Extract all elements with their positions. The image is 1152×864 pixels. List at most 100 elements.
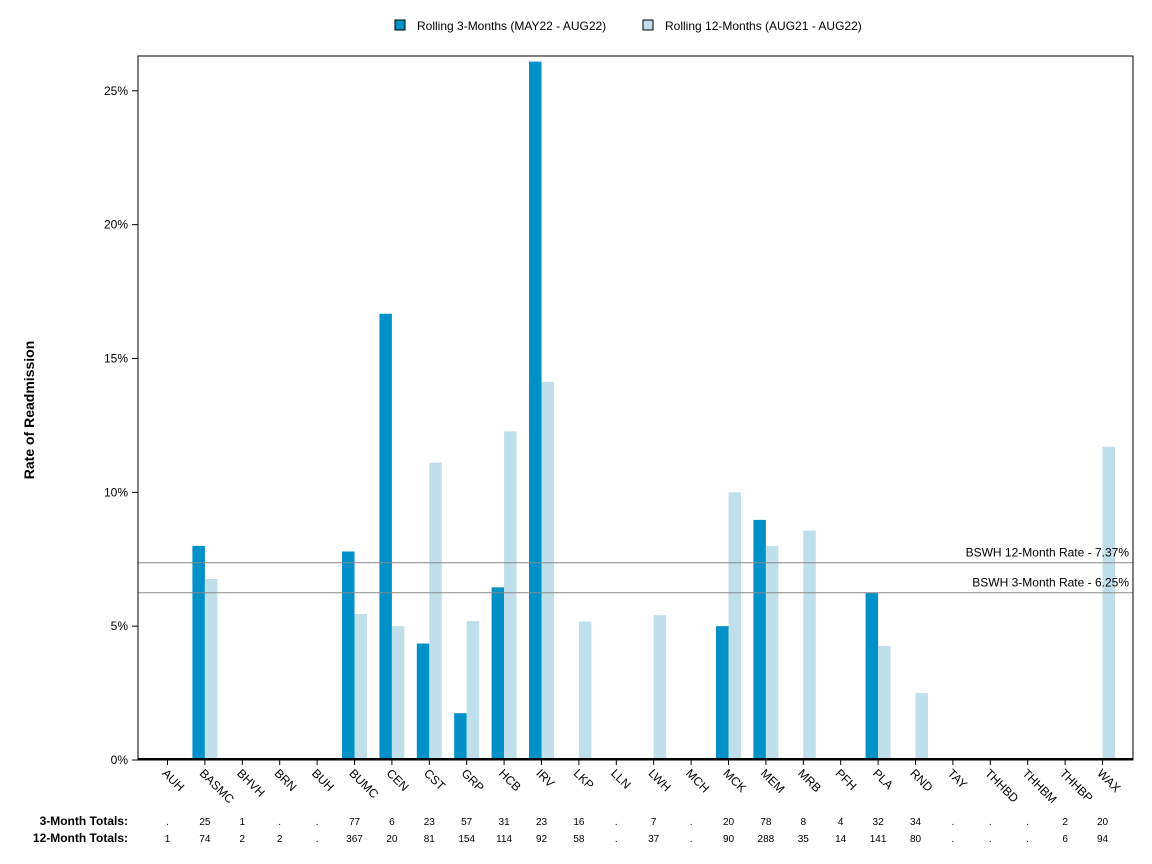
x-tick-label-MEM: MEM [758,766,788,796]
twelve-month-total: 114 [496,834,512,845]
three-month-total: 20 [1097,817,1109,828]
twelve-month-total: . [690,834,693,845]
x-tick-label-PLA: PLA [870,766,896,792]
x-tick-label-CEN: CEN [384,766,412,794]
three-month-total: . [615,817,618,828]
twelve-month-total: 6 [1062,834,1068,845]
y-tick-label: 20% [104,218,128,232]
twelve-month-total: . [1026,834,1029,845]
x-tick-label-BUH: BUH [309,766,337,794]
legend-label-2: Rolling 12-Months (AUG21 - AUG22) [665,19,862,33]
reference-lines: BSWH 12-Month Rate - 7.37% BSWH 3-Month R… [138,546,1133,594]
x-tick-label-BHVH: BHVH [234,766,267,799]
three-month-total: 77 [349,817,361,828]
three-month-total: 31 [499,817,511,828]
bar-3m-MCK [716,626,729,760]
twelve-month-total: 81 [424,834,436,845]
totals-table: . 25 1.. 77 6 23 57 31 23 16. 7. 20 78 8 4 32 34... 2 20 1 7… [165,817,1109,845]
bars [138,61,1133,761]
three-month-total: 7 [651,817,657,828]
bar-12m-MRB [803,530,816,760]
legend: Rolling 3-Months (MAY22 - AUG22) Rolling … [394,19,862,33]
bar-3m-BUMC [342,551,355,760]
legend-swatch-2 [642,19,654,31]
twelve-month-total: 2 [277,834,283,845]
legend-label-1: Rolling 3-Months (MAY22 - AUG22) [417,19,606,33]
bar-12m-LKP [578,621,592,760]
x-tick-label-MCH: MCH [683,766,712,795]
three-month-total: 23 [536,817,548,828]
bar-12m-MCK [728,492,741,760]
reference-line-label-1: BSWH 12-Month Rate - 7.37% [966,546,1130,560]
three-month-total: 4 [838,817,844,828]
bar-12m-CST [429,462,442,760]
three-month-total: . [166,817,169,828]
y-tick-label: 15% [104,351,128,365]
twelve-month-total: . [989,834,992,845]
x-tick-label-LKP: LKP [571,766,597,792]
bar-12m-PLA [878,645,891,760]
y-tick-label: 0% [111,753,129,767]
twelve-month-total: 154 [458,834,475,845]
three-month-total: 32 [873,817,885,828]
x-tick-label-TAY: TAY [945,766,970,791]
plot-frame [137,55,1134,761]
twelve-month-total: 1 [165,834,171,845]
three-month-total: . [278,817,281,828]
x-tick-label-AUH: AUH [159,766,187,794]
x-tick-label-IRV: IRV [533,766,557,790]
bar-12m-IRV [541,381,554,760]
twelve-month-total: 80 [910,834,922,845]
twelve-month-total: . [615,834,618,845]
y-axis-label: Rate of Readmission [21,341,37,479]
twelve-month-total: 90 [723,834,735,845]
twelve-month-total: 367 [346,834,363,845]
bar-12m-BUMC [354,614,367,760]
three-month-total: 34 [910,817,922,828]
x-tick-label-HCB: HCB [496,766,524,794]
bar-12m-LWH [653,615,667,760]
bar-3m-PLA [865,592,879,760]
bar-3m-GRP [454,713,467,760]
three-month-total: . [1026,817,1029,828]
three-month-total: 16 [573,817,585,828]
bar-3m-HCB [491,587,505,760]
bar-12m-GRP [466,621,480,760]
three-month-total: 8 [801,817,807,828]
bar-3m-MEM [753,519,766,760]
x-tick-label-MRB: MRB [795,766,824,795]
bar-12m-BASMC [204,579,218,760]
reference-line-label-2: BSWH 3-Month Rate - 6.25% [972,576,1129,590]
twelve-month-total: 288 [758,834,775,845]
twelve-month-totals-label: 12-Month Totals: [33,831,128,845]
twelve-month-total: 14 [835,834,847,845]
bar-3m-BASMC [192,545,205,760]
twelve-month-total: 94 [1097,834,1109,845]
x-tick-label-LLN: LLN [608,766,633,791]
bar-12m-MEM [765,546,779,760]
three-month-total: . [316,817,319,828]
x-tick-label-WAX: WAX [1094,766,1123,795]
x-tick-label-RND: RND [907,766,936,795]
three-month-total: 78 [760,817,772,828]
twelve-month-total: 58 [573,834,585,845]
three-month-total: 1 [240,817,246,828]
x-tick-label-GRP: GRP [459,766,487,794]
bar-12m-RND [915,693,928,760]
bar-12m-CEN [391,626,405,760]
x-tick-label-BASMC: BASMC [197,766,237,806]
bar-12m-HCB [504,431,517,760]
x-tick-label-LWH: LWH [646,766,674,794]
three-month-total: 25 [199,817,211,828]
three-month-total: . [989,817,992,828]
twelve-month-total: 37 [648,834,660,845]
bar-12m-WAX [1102,446,1115,760]
x-tick-label-PFH: PFH [833,766,860,793]
twelve-month-total: . [316,834,319,845]
y-tick-label: 5% [111,619,129,633]
x-tick-label-THHBP: THHBP [1057,766,1096,805]
three-month-total: 20 [723,817,735,828]
three-month-total: 23 [424,817,436,828]
